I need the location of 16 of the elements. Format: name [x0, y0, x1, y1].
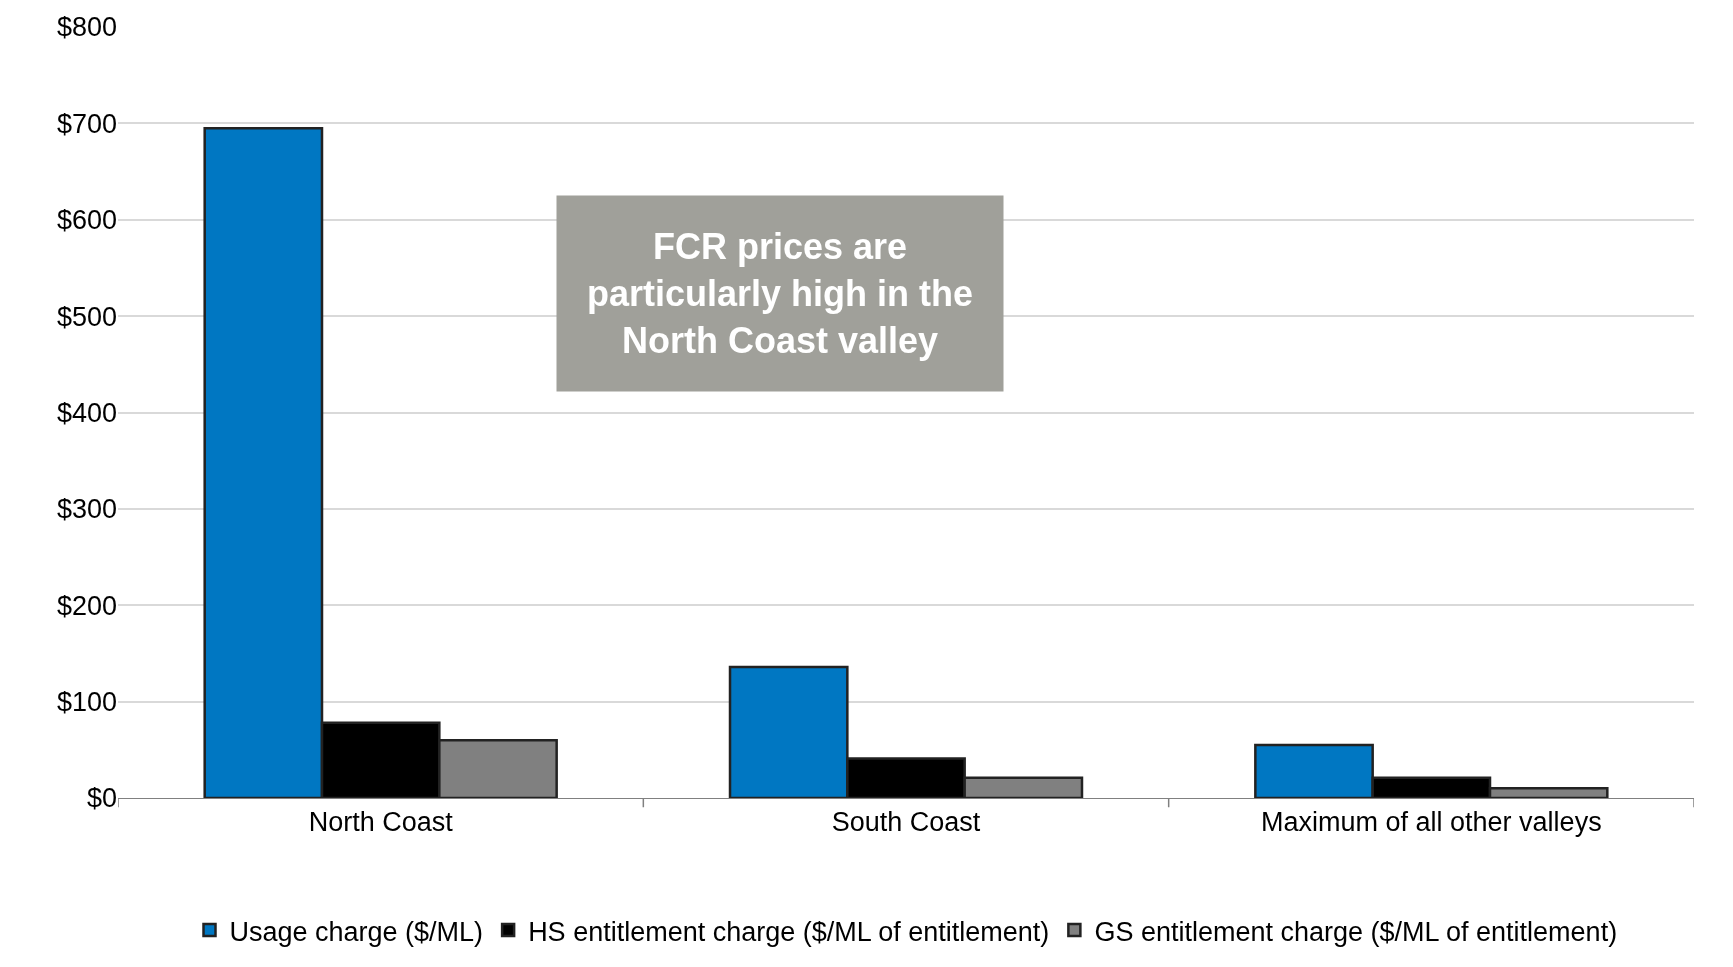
legend-label: GS entitlement charge ($/ML of entitlement) [1094, 916, 1618, 947]
y-tick-label: $800 [56, 12, 117, 43]
y-tick-label: $500 [56, 301, 117, 332]
y-tick-label: $700 [56, 108, 117, 139]
y-tick-label: $600 [56, 205, 117, 236]
x-tick-label: North Coast [308, 807, 454, 838]
y-tick-label: $200 [56, 590, 117, 621]
y-tick-label: $0 [86, 783, 117, 814]
legend-label: Usage charge ($/ML) [229, 916, 484, 947]
annotation: FCR prices are particularly high in the North Coast valley [587, 226, 974, 361]
y-tick-label: $400 [56, 397, 117, 428]
x-tick-label: South Coast [831, 807, 981, 838]
y-tick-label: $100 [56, 687, 117, 718]
y-tick-label: $300 [56, 494, 117, 525]
legend-label: HS entitlement charge ($/ML of entitlement) [528, 916, 1050, 947]
x-tick-label: Maximum of all other valleys [1261, 807, 1602, 838]
